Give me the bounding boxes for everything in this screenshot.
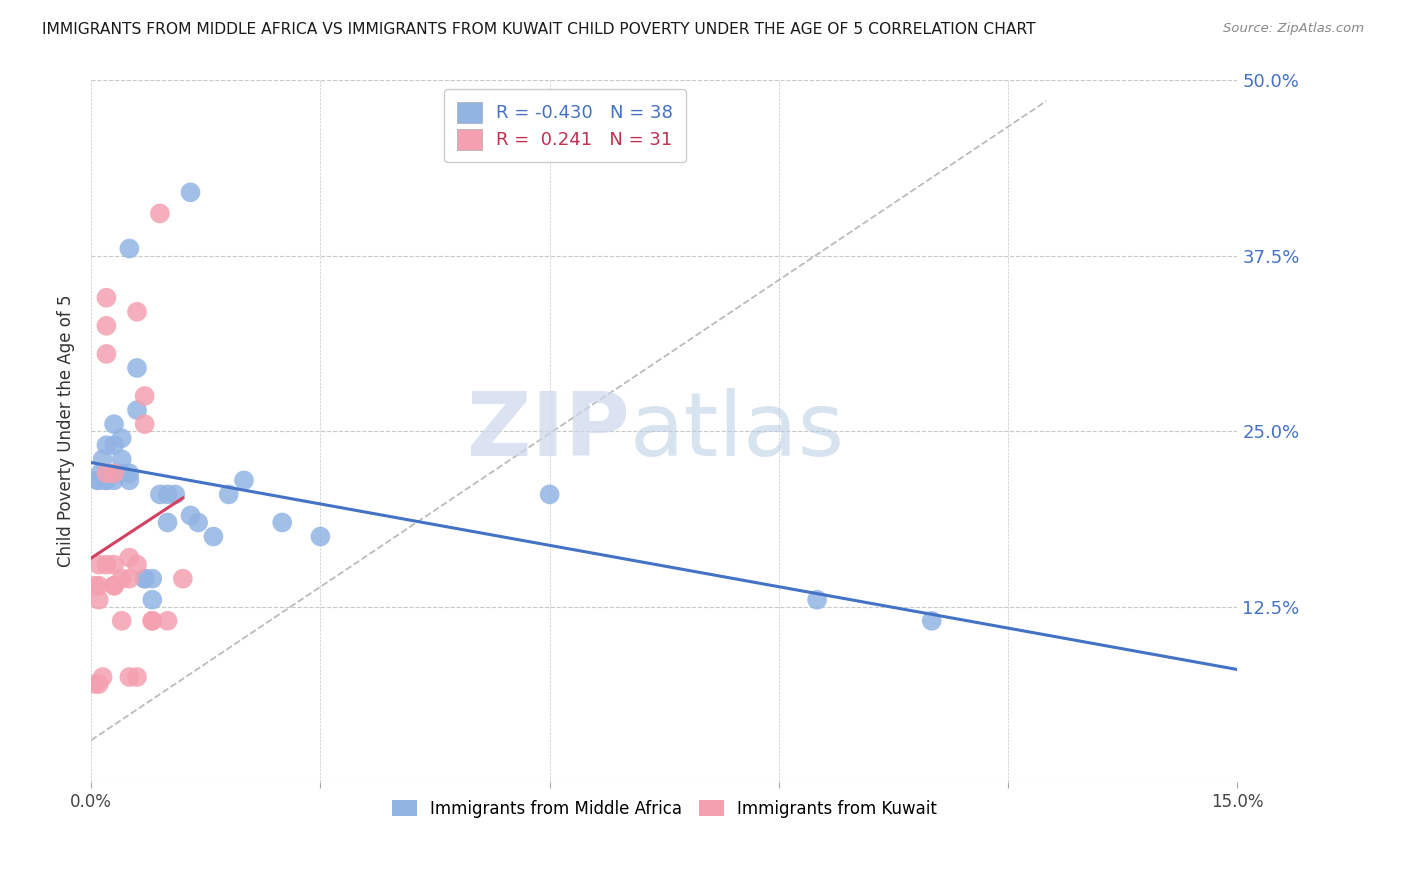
Point <box>87 579 110 593</box>
Text: ZIP: ZIP <box>467 388 630 475</box>
Point <box>103 467 125 481</box>
Point <box>134 417 156 432</box>
Point <box>202 529 225 543</box>
Point <box>134 572 156 586</box>
Point <box>125 361 148 376</box>
Y-axis label: Child Poverty Under the Age of 5: Child Poverty Under the Age of 5 <box>58 295 75 567</box>
Point <box>218 487 240 501</box>
Point <box>233 473 256 487</box>
Point <box>89 467 111 481</box>
Point <box>118 467 141 481</box>
Point <box>187 516 209 530</box>
Point <box>96 473 118 487</box>
Point <box>141 614 163 628</box>
Point <box>111 467 134 481</box>
Point <box>156 487 179 501</box>
Point <box>91 452 114 467</box>
Text: IMMIGRANTS FROM MIDDLE AFRICA VS IMMIGRANTS FROM KUWAIT CHILD POVERTY UNDER THE : IMMIGRANTS FROM MIDDLE AFRICA VS IMMIGRA… <box>42 22 1036 37</box>
Point <box>111 452 134 467</box>
Point <box>87 677 110 691</box>
Point <box>309 529 332 543</box>
Text: Source: ZipAtlas.com: Source: ZipAtlas.com <box>1223 22 1364 36</box>
Point <box>103 558 125 572</box>
Point <box>96 318 118 333</box>
Point <box>141 572 163 586</box>
Point <box>179 508 201 523</box>
Point <box>806 592 828 607</box>
Point <box>84 579 107 593</box>
Point <box>165 487 187 501</box>
Legend: Immigrants from Middle Africa, Immigrants from Kuwait: Immigrants from Middle Africa, Immigrant… <box>385 793 943 824</box>
Point <box>156 614 179 628</box>
Point <box>96 291 118 305</box>
Point <box>91 670 114 684</box>
Point <box>141 614 163 628</box>
Point <box>86 473 108 487</box>
Point <box>118 550 141 565</box>
Point <box>125 305 148 319</box>
Point <box>96 473 118 487</box>
Point <box>125 558 148 572</box>
Point <box>103 473 125 487</box>
Point <box>96 467 118 481</box>
Point <box>172 572 194 586</box>
Point <box>84 677 107 691</box>
Point <box>271 516 294 530</box>
Point <box>141 592 163 607</box>
Point <box>96 558 118 572</box>
Point <box>87 473 110 487</box>
Point <box>103 467 125 481</box>
Point <box>111 614 134 628</box>
Point <box>118 670 141 684</box>
Point <box>125 403 148 417</box>
Point <box>96 438 118 452</box>
Point <box>125 670 148 684</box>
Point <box>96 347 118 361</box>
Point <box>103 417 125 432</box>
Point <box>111 572 134 586</box>
Point <box>111 431 134 445</box>
Point <box>156 516 179 530</box>
Point <box>87 558 110 572</box>
Point <box>149 487 172 501</box>
Point <box>179 186 201 200</box>
Point <box>538 487 561 501</box>
Point <box>118 572 141 586</box>
Point <box>134 572 156 586</box>
Point <box>149 206 172 220</box>
Point <box>87 592 110 607</box>
Point <box>103 438 125 452</box>
Point <box>118 242 141 256</box>
Text: atlas: atlas <box>630 388 845 475</box>
Point <box>118 473 141 487</box>
Point <box>103 579 125 593</box>
Point <box>921 614 943 628</box>
Point <box>103 579 125 593</box>
Point <box>134 389 156 403</box>
